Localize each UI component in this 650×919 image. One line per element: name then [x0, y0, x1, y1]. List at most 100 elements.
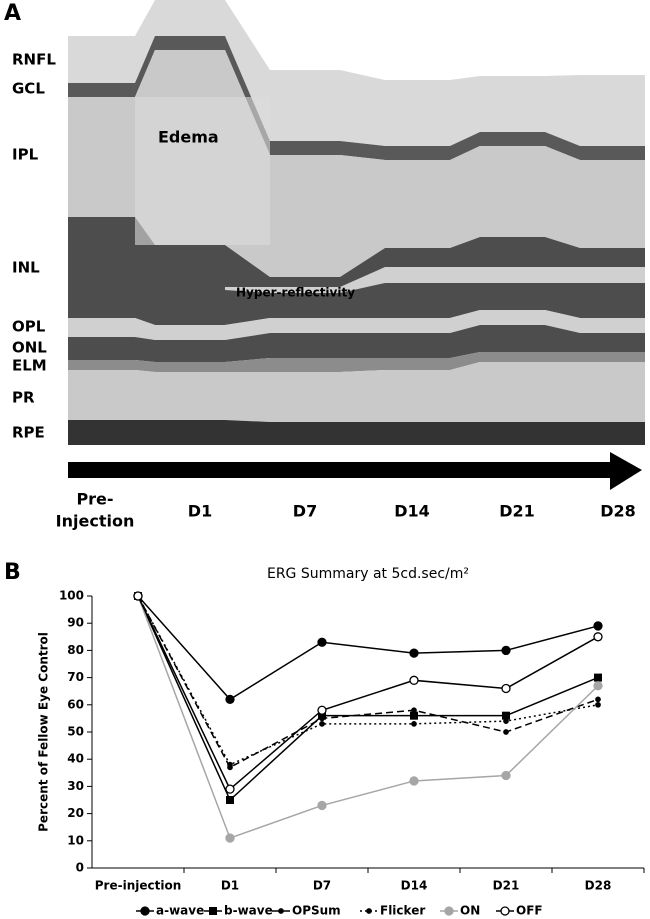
y-tick-label: 70 [67, 670, 84, 684]
x-tick-label: Pre-injection [95, 879, 182, 893]
timepoint-label: D7 [293, 502, 317, 521]
retina-layers [68, 0, 645, 445]
point [319, 715, 325, 722]
point [317, 637, 327, 647]
point [501, 645, 511, 656]
timepoint-label: D14 [394, 502, 430, 521]
timepoint-label: D28 [600, 502, 636, 521]
point [593, 632, 603, 642]
edema-shade [135, 97, 270, 245]
point [226, 796, 234, 804]
layer-label: ELM [12, 357, 47, 375]
point [501, 683, 511, 694]
x-tick-label: D28 [585, 879, 612, 893]
y-tick-label: 40 [67, 752, 84, 766]
y-tick-label: 90 [67, 616, 84, 630]
point [411, 720, 417, 727]
timepoint-label: Pre- [76, 490, 113, 509]
layer-label: GCL [12, 80, 45, 98]
point [595, 701, 601, 708]
x-tick-label: D1 [221, 879, 239, 893]
point [503, 729, 509, 735]
point [225, 694, 235, 705]
point [133, 591, 143, 601]
layer-band [68, 352, 645, 372]
point [501, 770, 511, 781]
layer-band [68, 362, 645, 422]
layer-label: IPL [12, 146, 39, 164]
x-tick-label: D7 [313, 879, 331, 893]
point [409, 648, 419, 658]
point [594, 673, 602, 682]
annotation: Edema [158, 128, 219, 147]
point [317, 705, 327, 715]
x-tick-label: D21 [493, 879, 520, 893]
series-line [137, 595, 599, 791]
legend-marker [209, 907, 217, 915]
annotation: Hyper-reflectivity [236, 286, 355, 300]
chart-title: ERG Summary at 5cd.sec/m² [267, 566, 469, 582]
legend-marker [500, 906, 510, 916]
legend-marker [278, 908, 284, 914]
y-tick-label: 100 [59, 589, 84, 603]
timeline-arrow [68, 452, 642, 490]
legend-marker [366, 908, 372, 914]
timepoint-label: D21 [499, 502, 535, 521]
legend-marker [444, 906, 454, 916]
layer-label: OPL [12, 318, 46, 336]
series-line [137, 595, 599, 769]
legend-label: b-wave [224, 904, 273, 918]
legend-marker [140, 906, 150, 916]
point [410, 711, 418, 720]
layer-label: RPE [12, 424, 45, 442]
point [411, 707, 417, 714]
layer-label: PR [12, 389, 35, 407]
timepoint-label: Injection [56, 512, 135, 531]
y-tick-label: 10 [67, 833, 84, 847]
point [319, 720, 325, 727]
point [409, 675, 419, 685]
y-tick-label: 50 [67, 725, 84, 739]
legend-label: a-wave [156, 904, 204, 918]
y-tick-label: 60 [67, 697, 84, 711]
point [225, 833, 235, 843]
point [503, 718, 509, 724]
series-line [137, 595, 599, 802]
layer-band [68, 310, 645, 340]
point [227, 761, 233, 768]
x-tick-label: D14 [401, 879, 428, 893]
legend-label: ON [460, 904, 480, 918]
y-tick-label: 0 [76, 861, 84, 875]
layer-label: ONL [12, 339, 47, 357]
point [593, 681, 603, 691]
series-line [137, 595, 599, 840]
y-axis-label: Percent of Fellow Eye Control [37, 632, 51, 832]
series-line [137, 595, 599, 766]
y-tick-label: 20 [67, 806, 84, 820]
point [225, 784, 235, 794]
layer-band [68, 420, 645, 445]
legend-label: OFF [516, 904, 543, 918]
panel-label: A [4, 1, 21, 26]
point [317, 800, 327, 811]
point [595, 696, 601, 703]
layer-band [68, 217, 645, 325]
point [409, 776, 419, 786]
layer-band [68, 0, 645, 146]
series-line [137, 595, 599, 701]
layer-label: RNFL [12, 51, 56, 69]
y-tick-label: 30 [67, 779, 84, 793]
timepoint-label: D1 [188, 502, 212, 521]
layer-stripe [225, 267, 645, 293]
legend-label: OPSum [292, 904, 341, 918]
layer-label: INL [12, 259, 40, 277]
layer-band [68, 36, 645, 160]
y-tick-label: 80 [67, 643, 84, 657]
panel-label: B [4, 560, 21, 585]
point [593, 621, 603, 631]
layer-band [68, 325, 645, 362]
legend-label: Flicker [380, 904, 425, 918]
point [502, 711, 510, 720]
